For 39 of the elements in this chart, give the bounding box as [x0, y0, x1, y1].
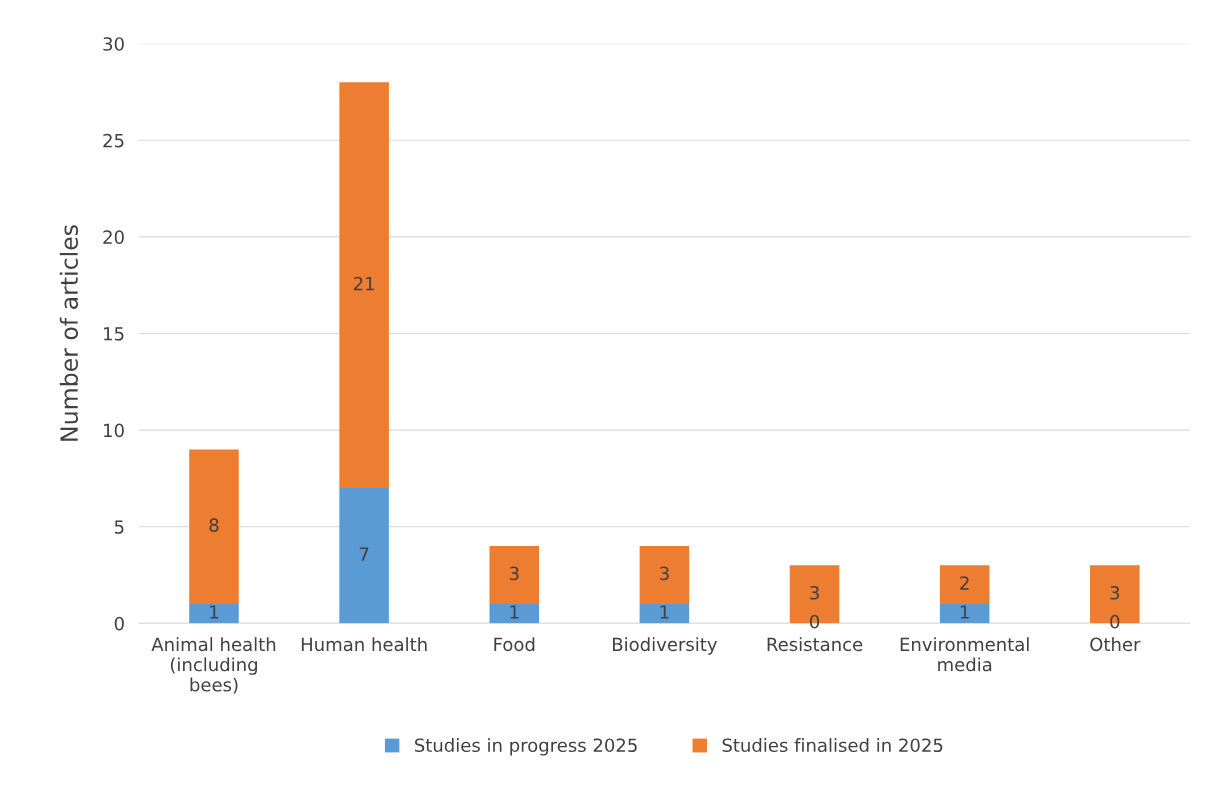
y-tick-label: 25	[103, 133, 124, 148]
data-label: 2	[960, 576, 969, 590]
data-label: 21	[353, 276, 374, 291]
data-label: 3	[660, 566, 669, 581]
bar	[189, 449, 239, 604]
y-tick-label: 10	[104, 423, 124, 438]
data-label: 1	[960, 605, 969, 619]
x-tick-label: Animal health (including bees)	[151, 637, 276, 694]
x-tick-label: Resistance	[767, 637, 863, 652]
bar	[939, 603, 990, 624]
data-label: 1	[510, 605, 519, 619]
bar	[489, 546, 540, 604]
data-label: 3	[1110, 585, 1120, 600]
data-label: 1	[210, 605, 219, 619]
bar	[189, 603, 239, 624]
y-tick-label: 5	[114, 520, 124, 534]
y-axis-title: Number of articles	[59, 225, 79, 441]
bar	[489, 603, 540, 624]
data-label: 3	[509, 566, 519, 581]
bar	[339, 82, 389, 489]
y-tick-label: 15	[104, 327, 124, 341]
legend-label: Studies finalised in 2025	[722, 738, 943, 753]
legend-label: Studies in progress 2025	[415, 738, 637, 756]
bar	[639, 546, 690, 604]
x-tick-label: Biodiversity	[613, 637, 718, 655]
data-label: 1	[660, 605, 669, 619]
y-tick-label: 0	[114, 616, 124, 631]
x-tick-label: Environmental media	[900, 637, 1029, 672]
x-tick-label: Food	[494, 637, 535, 652]
y-tick-label: 20	[103, 230, 124, 244]
bar	[939, 565, 990, 604]
bar	[639, 603, 690, 624]
data-label: 8	[209, 518, 219, 532]
bar	[339, 488, 389, 624]
data-label: 3	[810, 585, 819, 600]
x-tick-label: Other	[1090, 637, 1141, 652]
y-tick-label: 30	[103, 37, 124, 51]
x-tick-label: Human health	[301, 637, 427, 652]
data-label: 7	[359, 547, 369, 561]
